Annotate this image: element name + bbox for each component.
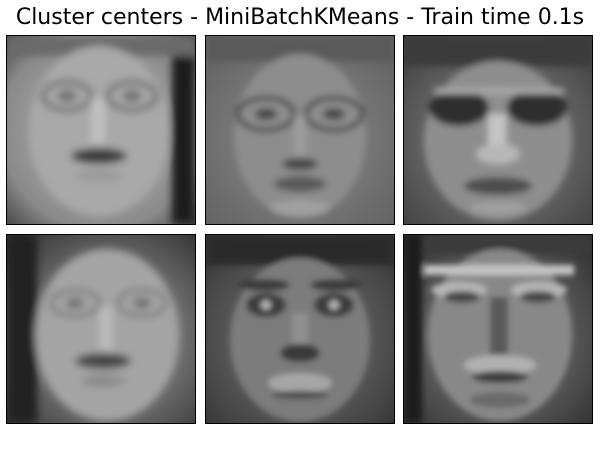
cluster-center-image-1 <box>6 35 196 225</box>
cluster-center-image-2 <box>205 35 395 225</box>
figure-title: Cluster centers - MiniBatchKMeans - Trai… <box>15 5 585 30</box>
cluster-center-image-5 <box>205 234 395 424</box>
cluster-center-image-3 <box>403 35 593 225</box>
cluster-center-image-4 <box>6 234 196 424</box>
cluster-center-image-6 <box>403 234 593 424</box>
